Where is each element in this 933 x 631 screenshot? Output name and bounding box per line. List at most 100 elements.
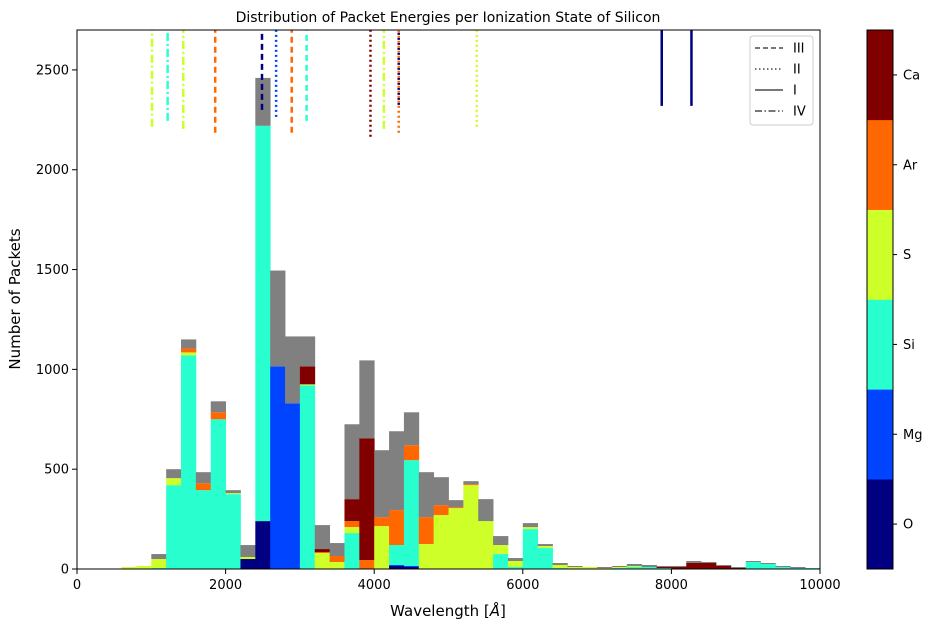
bar-other-8200: [686, 561, 702, 564]
colorbar-segment-ar: [867, 119, 893, 210]
bar-other-7600: [641, 565, 657, 568]
colorbar-segment-ca: [867, 30, 893, 121]
bar-other-4400: [403, 412, 420, 446]
bar-o-4400: [403, 567, 420, 569]
bar-si-1600: [195, 490, 212, 569]
x-tick-label: 6000: [506, 578, 539, 593]
bar-si-1200: [166, 485, 182, 569]
x-tick-label: 0: [73, 578, 81, 593]
legend-box: [749, 35, 814, 126]
bar-s-6600: [567, 567, 583, 569]
bar-ca-3200: [314, 549, 331, 553]
colorbar-segment-o: [867, 479, 893, 570]
y-tick-label: 500: [44, 463, 69, 478]
bar-ca-7800: [656, 567, 672, 569]
bar-s-5200: [463, 485, 479, 569]
bar-ca-8000: [671, 567, 687, 569]
x-axis: 0 2000 4000 6000 8000 10000: [73, 569, 841, 593]
bar-other-1200: [166, 469, 182, 479]
bar-ar-3600: [344, 521, 360, 528]
bar-other-4800: [433, 477, 449, 506]
bar-s-2200: [240, 557, 256, 560]
bar-ar-4600: [418, 517, 435, 545]
x-tick-label: 10000: [799, 578, 840, 593]
bar-s-6000: [522, 527, 539, 530]
bar-si-3600: [344, 533, 360, 569]
bar-s-3400: [329, 562, 345, 569]
bar-s-7200: [611, 567, 628, 569]
bar-other-9600: [790, 567, 806, 569]
bar-other-2000: [225, 490, 241, 494]
bar-ca-8600: [715, 566, 732, 569]
colorbar-label: O: [903, 518, 913, 533]
bar-si-6000: [522, 529, 539, 569]
bar-other-1400: [181, 339, 197, 349]
bar-ar-3400: [329, 556, 345, 563]
x-axis-label-unit: Å: [489, 601, 500, 620]
bar-other-1800: [210, 401, 226, 413]
colorbar-label: Ca: [903, 68, 920, 83]
bar-other-7800: [656, 566, 672, 568]
bar-si-1800: [210, 419, 226, 569]
bar-other-2600: [270, 270, 286, 367]
y-tick-label: 0: [61, 563, 69, 578]
bar-ca-8200: [686, 563, 702, 569]
bar-si-4200: [389, 545, 405, 566]
legend-label: IV: [793, 105, 806, 120]
bar-si-2000: [225, 494, 241, 569]
bar-other-7400: [626, 564, 643, 567]
bar-other-8600: [715, 565, 732, 567]
legend-label: II: [793, 63, 801, 78]
bar-s-600: [121, 567, 137, 569]
bar-other-4600: [418, 472, 435, 518]
bar-ar-1600: [195, 483, 212, 491]
colorbar-segment-mg: [867, 389, 893, 480]
colorbar-segment-si: [867, 299, 893, 390]
y-axis-label: Number of Packets: [6, 228, 24, 369]
x-tick-label: 8000: [655, 578, 688, 593]
bar-s-4800: [433, 515, 449, 569]
bar-s-1200: [166, 478, 182, 486]
bar-other-7000: [597, 567, 613, 569]
bar-other-5200: [463, 481, 479, 485]
bar-mg-4200: [389, 565, 405, 567]
histogram-bars: [121, 77, 821, 569]
bar-si-9000: [745, 562, 761, 569]
bar-s-6200: [537, 546, 553, 549]
bar-other-4000: [374, 450, 390, 518]
bar-other-3400: [329, 543, 345, 557]
bar-ca-3000: [299, 366, 316, 385]
bar-s-5600: [493, 545, 509, 555]
bar-other-8400: [701, 562, 717, 564]
bar-other-2800: [285, 336, 301, 404]
legend-label: I: [793, 84, 797, 99]
bar-o-2400: [255, 521, 271, 569]
colorbar: O Mg Si S Ar Ca: [866, 29, 922, 570]
bar-other-3000: [299, 336, 316, 367]
bar-other-5800: [507, 558, 524, 562]
bar-ca-3800: [359, 438, 375, 561]
bar-other-3800: [359, 360, 375, 439]
x-axis-label-close: ]: [500, 602, 506, 620]
bar-ar-1400: [181, 348, 197, 353]
bar-s-3200: [314, 553, 331, 569]
bar-si-5600: [493, 554, 509, 569]
line-markers: [150, 30, 693, 137]
y-tick-label: 2000: [36, 163, 69, 178]
bar-other-7200: [611, 566, 628, 568]
x-axis-label: Wavelength [Å]: [390, 601, 506, 620]
colorbar-label: Si: [903, 338, 915, 353]
bar-other-1000: [151, 554, 167, 560]
bar-ca-3600: [344, 499, 360, 522]
bar-other-3600: [344, 424, 360, 500]
bar-si-7400: [626, 567, 643, 569]
bar-si-7600: [641, 567, 657, 569]
bar-other-4200: [389, 431, 405, 511]
bar-ar-1800: [210, 412, 226, 420]
bar-si-1400: [181, 355, 197, 569]
bar-s-2000: [225, 493, 241, 495]
bar-other-2200: [240, 545, 256, 558]
bar-other-8800: [730, 567, 747, 569]
bar-other-5400: [478, 499, 494, 522]
